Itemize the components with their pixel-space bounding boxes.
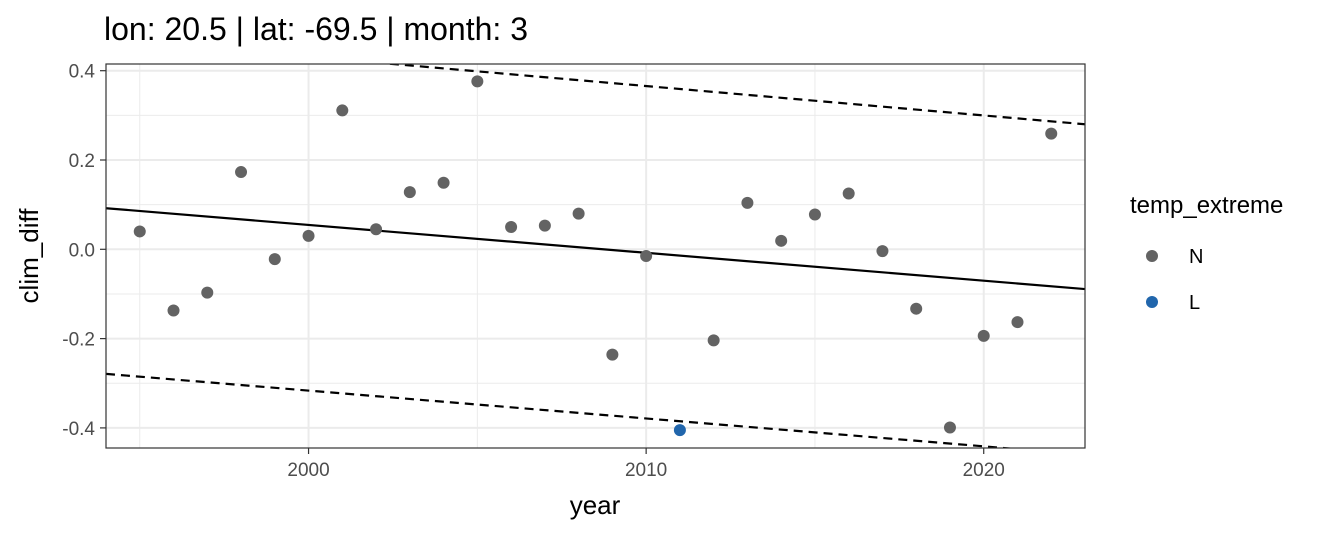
legend-key xyxy=(1146,296,1158,308)
data-point xyxy=(640,250,653,262)
legend-label: L xyxy=(1189,292,1200,314)
legend-label: N xyxy=(1189,246,1203,268)
data-point xyxy=(471,75,484,88)
data-point xyxy=(606,348,619,361)
legend-title: temp_extreme xyxy=(1130,192,1283,219)
chart-title: lon: 20.5 | lat: -69.5 | month: 3 xyxy=(104,11,528,47)
data-point xyxy=(977,329,990,342)
data-point xyxy=(538,219,551,232)
data-point xyxy=(876,245,889,258)
data-point xyxy=(943,421,956,434)
plot-panel xyxy=(106,64,1085,448)
grid xyxy=(106,64,1085,448)
data-point xyxy=(403,186,416,199)
data-point xyxy=(741,196,754,209)
regression-lines xyxy=(106,64,1085,448)
x-tick-label: 2020 xyxy=(963,460,1005,481)
data-point xyxy=(910,302,923,315)
legend-key xyxy=(1146,250,1158,262)
panel-border xyxy=(105,63,1086,449)
data-point xyxy=(302,229,315,242)
data-point xyxy=(370,223,383,236)
data-points xyxy=(133,75,1058,437)
data-point xyxy=(235,166,248,179)
y-tick-label: 0.0 xyxy=(69,240,95,261)
y-axis-title: clim_diff xyxy=(14,208,44,304)
data-point xyxy=(1011,316,1024,329)
trend-line xyxy=(106,207,1085,291)
data-point xyxy=(201,286,214,299)
data-point xyxy=(673,424,686,437)
data-point xyxy=(437,176,450,189)
x-tick-label: 2010 xyxy=(625,460,667,481)
data-point xyxy=(842,187,855,200)
data-point xyxy=(133,225,146,238)
data-point xyxy=(775,234,788,247)
x-tick-label: 2000 xyxy=(287,460,329,481)
y-axis: -0.4 -0.2 0.0 0.2 0.4 xyxy=(62,62,106,440)
data-point xyxy=(167,304,180,317)
data-point xyxy=(572,207,585,220)
x-axis: 2000 2010 2020 xyxy=(287,448,1005,481)
y-tick-label: -0.4 xyxy=(62,419,95,440)
interval-line xyxy=(106,372,1018,448)
data-point xyxy=(505,220,518,233)
x-axis-title: year xyxy=(570,490,621,520)
y-tick-label: 0.4 xyxy=(69,62,96,83)
data-point xyxy=(707,334,720,347)
legend: temp_extreme N L xyxy=(1130,192,1283,314)
interval-line xyxy=(380,64,1085,126)
y-tick-label: -0.2 xyxy=(62,330,95,351)
data-point xyxy=(268,253,281,266)
data-point xyxy=(1045,127,1058,140)
y-tick-label: 0.2 xyxy=(69,151,95,172)
data-point xyxy=(808,208,821,221)
data-point xyxy=(336,104,349,117)
